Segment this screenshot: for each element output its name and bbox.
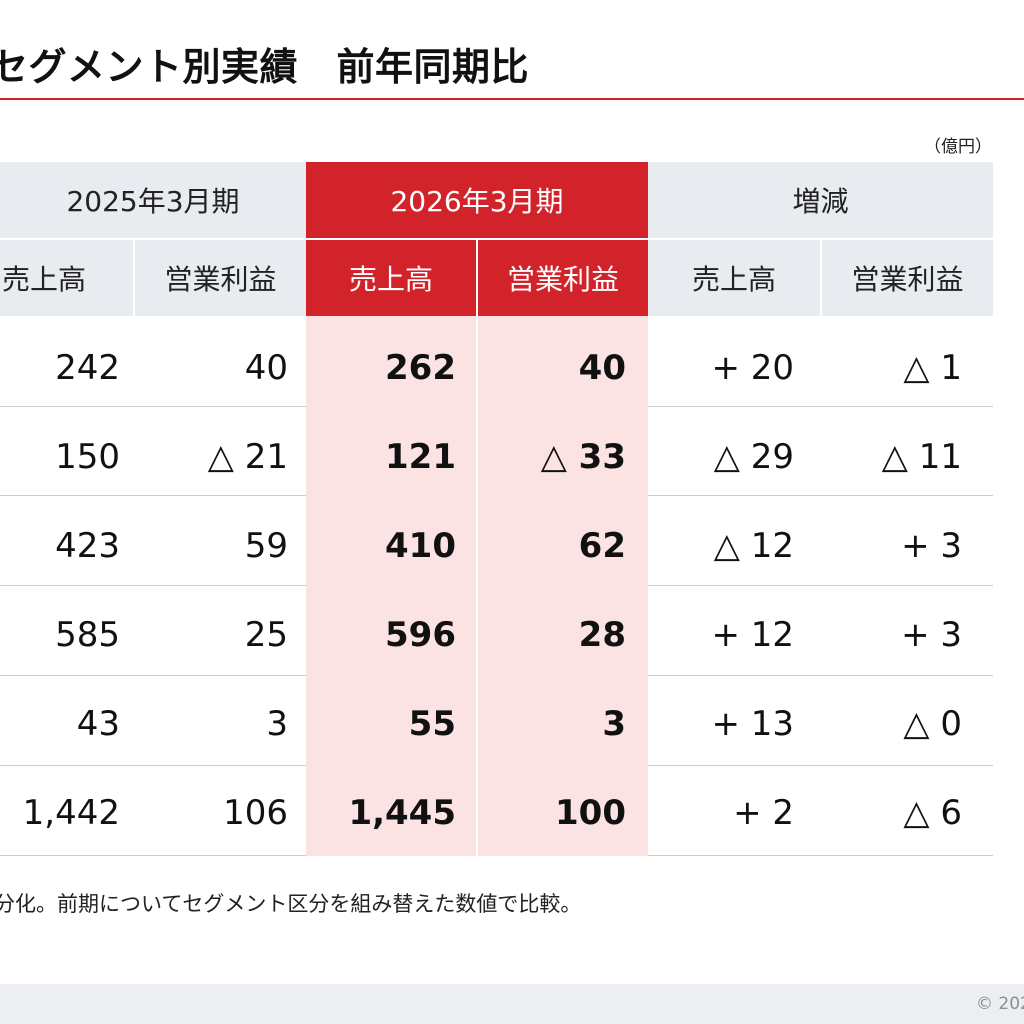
row-divider — [0, 855, 306, 856]
table-cell: 242 — [55, 348, 120, 388]
subheader-change-sales: 売上高 — [648, 240, 820, 316]
row-divider — [0, 765, 306, 766]
table-cell: △ 12 — [713, 526, 794, 566]
table-cell: △ 29 — [713, 437, 794, 477]
page-title: セグメント別実績 前年同期比 — [0, 45, 530, 89]
table-cell: 121 — [385, 437, 456, 477]
table-cell: 59 — [244, 526, 288, 566]
table-cell: 3 — [602, 704, 626, 744]
table-cell: 410 — [385, 526, 456, 566]
table-cell: 62 — [578, 526, 626, 566]
group-header-change: 増減 — [648, 162, 993, 238]
subheader-fy2026-operating-profit: 営業利益 — [478, 240, 648, 316]
footnote: 分化。前期についてセグメント区分を組み替えた数値で比較。 — [0, 892, 582, 916]
table-cell: + 2 — [733, 793, 794, 833]
table-cell: 3 — [266, 704, 288, 744]
table-cell: 423 — [55, 526, 120, 566]
table-cell: △ 0 — [903, 704, 962, 744]
copyright-text: © 202 — [976, 994, 1024, 1014]
table-cell: + 3 — [901, 526, 962, 566]
table-cell: 40 — [244, 348, 288, 388]
table-cell: + 12 — [711, 615, 794, 655]
table-cell: 596 — [385, 615, 456, 655]
table-cell: + 3 — [901, 615, 962, 655]
row-divider — [648, 675, 993, 676]
title-underline — [0, 98, 1024, 100]
subheader-change-operating-profit: 営業利益 — [822, 240, 993, 316]
table-cell: 55 — [408, 704, 456, 744]
table-cell: + 13 — [711, 704, 794, 744]
subheader-fy2025-operating-profit: 営業利益 — [135, 240, 306, 316]
fy2026-sales-highlight — [306, 316, 476, 856]
row-divider — [0, 495, 306, 496]
group-header-fy2025: 2025年3月期 — [0, 162, 306, 238]
table-cell: + 20 — [711, 348, 794, 388]
table-cell: △ 1 — [903, 348, 962, 388]
row-divider — [0, 585, 306, 586]
table-cell: 106 — [223, 793, 288, 833]
row-divider — [0, 675, 306, 676]
unit-label: （億円） — [924, 137, 992, 157]
table-cell: 1,445 — [348, 793, 456, 833]
table-cell: 150 — [55, 437, 120, 477]
row-divider — [648, 855, 993, 856]
table-cell: 585 — [55, 615, 120, 655]
table-cell: △ 21 — [207, 437, 288, 477]
subheader-fy2026-sales: 売上高 — [306, 240, 476, 316]
fy2026-profit-highlight — [478, 316, 648, 856]
table-cell: 1,442 — [22, 793, 120, 833]
table-cell: 43 — [76, 704, 120, 744]
table-cell: 262 — [385, 348, 456, 388]
table-cell: 28 — [578, 615, 626, 655]
footer-bar — [0, 984, 1024, 1024]
table-cell: 100 — [555, 793, 626, 833]
row-divider — [648, 765, 993, 766]
table-cell: △ 33 — [540, 437, 626, 477]
row-divider — [0, 406, 306, 407]
table-cell: △ 6 — [903, 793, 962, 833]
table-cell: 40 — [578, 348, 626, 388]
row-divider — [648, 495, 993, 496]
subheader-fy2025-sales: 売上高 — [0, 240, 133, 316]
group-header-fy2026: 2026年3月期 — [306, 162, 648, 238]
table-cell: △ 11 — [881, 437, 962, 477]
row-divider — [648, 585, 993, 586]
table-cell: 25 — [244, 615, 288, 655]
row-divider — [648, 406, 993, 407]
